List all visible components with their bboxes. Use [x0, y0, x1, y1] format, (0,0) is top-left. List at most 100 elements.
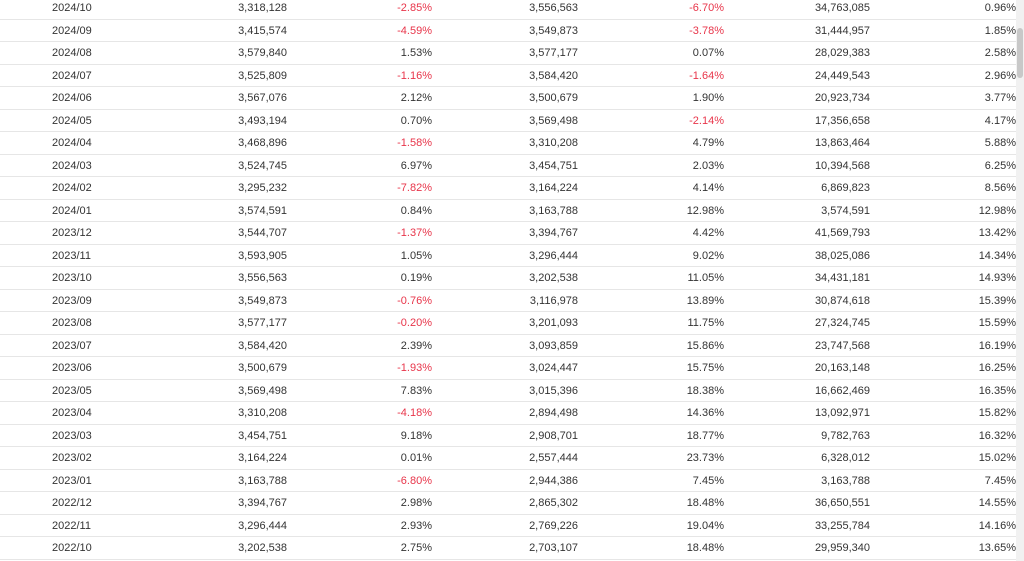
change-cell: 2.98% — [400, 497, 432, 509]
prior-value-cell: 3,569,498 — [529, 114, 578, 127]
value-cell: 3,493,194 — [238, 114, 287, 127]
period-cell: 2024/04 — [52, 137, 92, 149]
cumulative-change-cell: 0.96% — [984, 2, 1016, 14]
period-cell: 2024/06 — [52, 92, 92, 104]
period-cell: 2023/10 — [52, 272, 92, 284]
yoy-change-cell: 4.42% — [692, 227, 724, 239]
table-row: 2023/12 3,544,707 -1.37% 3,394,767 4.42% 41,5… — [0, 222, 1016, 245]
prior-value-cell: 3,164,224 — [529, 182, 578, 194]
change-cell: -1.58% — [397, 137, 432, 149]
prior-value-cell: 3,556,563 — [529, 2, 578, 14]
value-cell: 3,310,208 — [238, 407, 287, 419]
yoy-change-cell: 18.48% — [686, 497, 724, 509]
cumulative-change-cell: 12.98% — [978, 204, 1016, 217]
cumulative-change-cell: 13.42% — [978, 227, 1016, 239]
value-cell: 3,164,224 — [238, 452, 287, 464]
cumulative-change-cell: 16.32% — [978, 429, 1016, 442]
value-cell: 3,296,444 — [238, 519, 287, 532]
period-cell: 2022/10 — [52, 542, 92, 554]
cumulative-change-cell: 16.25% — [978, 362, 1016, 374]
cumulative-cell: 30,874,618 — [814, 294, 870, 307]
yoy-change-cell: 23.73% — [686, 452, 724, 464]
period-cell: 2024/05 — [52, 114, 92, 127]
change-cell: 2.39% — [400, 339, 432, 352]
cumulative-change-cell: 14.55% — [978, 497, 1016, 509]
value-cell: 3,318,128 — [238, 2, 287, 14]
period-cell: 2023/03 — [52, 429, 92, 442]
yoy-change-cell: 13.89% — [686, 294, 724, 307]
cumulative-change-cell: 15.02% — [978, 452, 1016, 464]
period-cell: 2024/10 — [52, 2, 92, 14]
table-row: 2023/09 3,549,873 -0.76% 3,116,978 13.89% 30,… — [0, 290, 1016, 312]
cumulative-change-cell: 4.17% — [984, 114, 1016, 127]
change-cell: 0.19% — [400, 272, 432, 284]
yoy-change-cell: 19.04% — [686, 519, 724, 532]
cumulative-cell: 27,324,745 — [814, 317, 870, 329]
table-row: 2023/08 3,577,177 -0.20% 3,201,093 11.75% 27,… — [0, 312, 1016, 335]
prior-value-cell: 3,024,447 — [529, 362, 578, 374]
period-cell: 2024/09 — [52, 24, 92, 37]
cumulative-cell: 28,029,383 — [814, 47, 870, 59]
value-cell: 3,584,420 — [238, 339, 287, 352]
period-cell: 2022/12 — [52, 497, 92, 509]
change-cell: -1.16% — [397, 69, 432, 82]
table-row: 2023/05 3,569,498 7.83% 3,015,396 18.38% 16,6… — [0, 380, 1016, 402]
cumulative-cell: 24,449,543 — [814, 69, 870, 82]
value-cell: 3,579,840 — [238, 47, 287, 59]
cumulative-change-cell: 14.93% — [978, 272, 1016, 284]
cumulative-change-cell: 2.96% — [984, 69, 1016, 82]
value-cell: 3,524,745 — [238, 159, 287, 172]
cumulative-cell: 20,923,734 — [814, 92, 870, 104]
cumulative-change-cell: 5.88% — [984, 137, 1016, 149]
cumulative-cell: 3,163,788 — [821, 474, 870, 487]
vertical-scrollbar[interactable] — [1016, 0, 1024, 561]
cumulative-change-cell: 15.59% — [978, 317, 1016, 329]
change-cell: -0.20% — [397, 317, 432, 329]
cumulative-change-cell: 3.77% — [984, 92, 1016, 104]
cumulative-change-cell: 15.39% — [978, 294, 1016, 307]
prior-value-cell: 2,865,302 — [529, 497, 578, 509]
cumulative-change-cell: 7.45% — [984, 474, 1016, 487]
scrollbar-thumb[interactable] — [1017, 28, 1023, 78]
yoy-change-cell: 15.86% — [686, 339, 724, 352]
prior-value-cell: 2,894,498 — [529, 407, 578, 419]
prior-value-cell: 3,201,093 — [529, 317, 578, 329]
period-cell: 2023/08 — [52, 317, 92, 329]
table-row: 2023/03 3,454,751 9.18% 2,908,701 18.77% 9,78… — [0, 425, 1016, 447]
change-cell: 1.53% — [400, 47, 432, 59]
cumulative-change-cell: 15.82% — [978, 407, 1016, 419]
cumulative-cell: 20,163,148 — [814, 362, 870, 374]
table-row: 2024/04 3,468,896 -1.58% 3,310,208 4.79% 13,8… — [0, 132, 1016, 155]
yoy-change-cell: -1.64% — [689, 69, 724, 82]
yoy-change-cell: 15.75% — [686, 362, 724, 374]
cumulative-cell: 33,255,784 — [814, 519, 870, 532]
value-cell: 3,544,707 — [238, 227, 287, 239]
table-row: 2024/02 3,295,232 -7.82% 3,164,224 4.14% 6,86… — [0, 177, 1016, 200]
value-cell: 3,468,896 — [238, 137, 287, 149]
period-cell: 2024/01 — [52, 204, 92, 217]
table-row: 2024/10 3,318,128 -2.85% 3,556,563 -6.70% 34,… — [0, 0, 1016, 20]
cumulative-change-cell: 16.35% — [978, 384, 1016, 397]
change-cell: 0.01% — [400, 452, 432, 464]
yoy-change-cell: 4.14% — [692, 182, 724, 194]
period-cell: 2024/07 — [52, 69, 92, 82]
table-row: 2024/05 3,493,194 0.70% 3,569,498 -2.14% 17,3… — [0, 110, 1016, 132]
period-cell: 2023/12 — [52, 227, 92, 239]
yoy-change-cell: 11.75% — [687, 317, 725, 329]
prior-value-cell: 2,769,226 — [529, 519, 578, 532]
cumulative-cell: 36,650,551 — [814, 497, 870, 509]
change-cell: -7.82% — [397, 182, 432, 194]
yoy-change-cell: 12.98% — [686, 204, 724, 217]
period-cell: 2023/01 — [52, 474, 92, 487]
value-cell: 3,577,177 — [238, 317, 287, 329]
table-row: 2024/08 3,579,840 1.53% 3,577,177 0.07% 28,02… — [0, 42, 1016, 65]
cumulative-change-cell: 1.85% — [984, 24, 1016, 37]
prior-value-cell: 2,557,444 — [529, 452, 578, 464]
table-row: 2022/10 3,202,538 2.75% 2,703,107 18.48% 29,9… — [0, 537, 1016, 560]
cumulative-change-cell: 6.25% — [984, 159, 1016, 172]
prior-value-cell: 2,908,701 — [529, 429, 578, 442]
period-cell: 2024/02 — [52, 182, 92, 194]
cumulative-cell: 29,959,340 — [814, 542, 870, 554]
prior-value-cell: 3,577,177 — [529, 47, 578, 59]
